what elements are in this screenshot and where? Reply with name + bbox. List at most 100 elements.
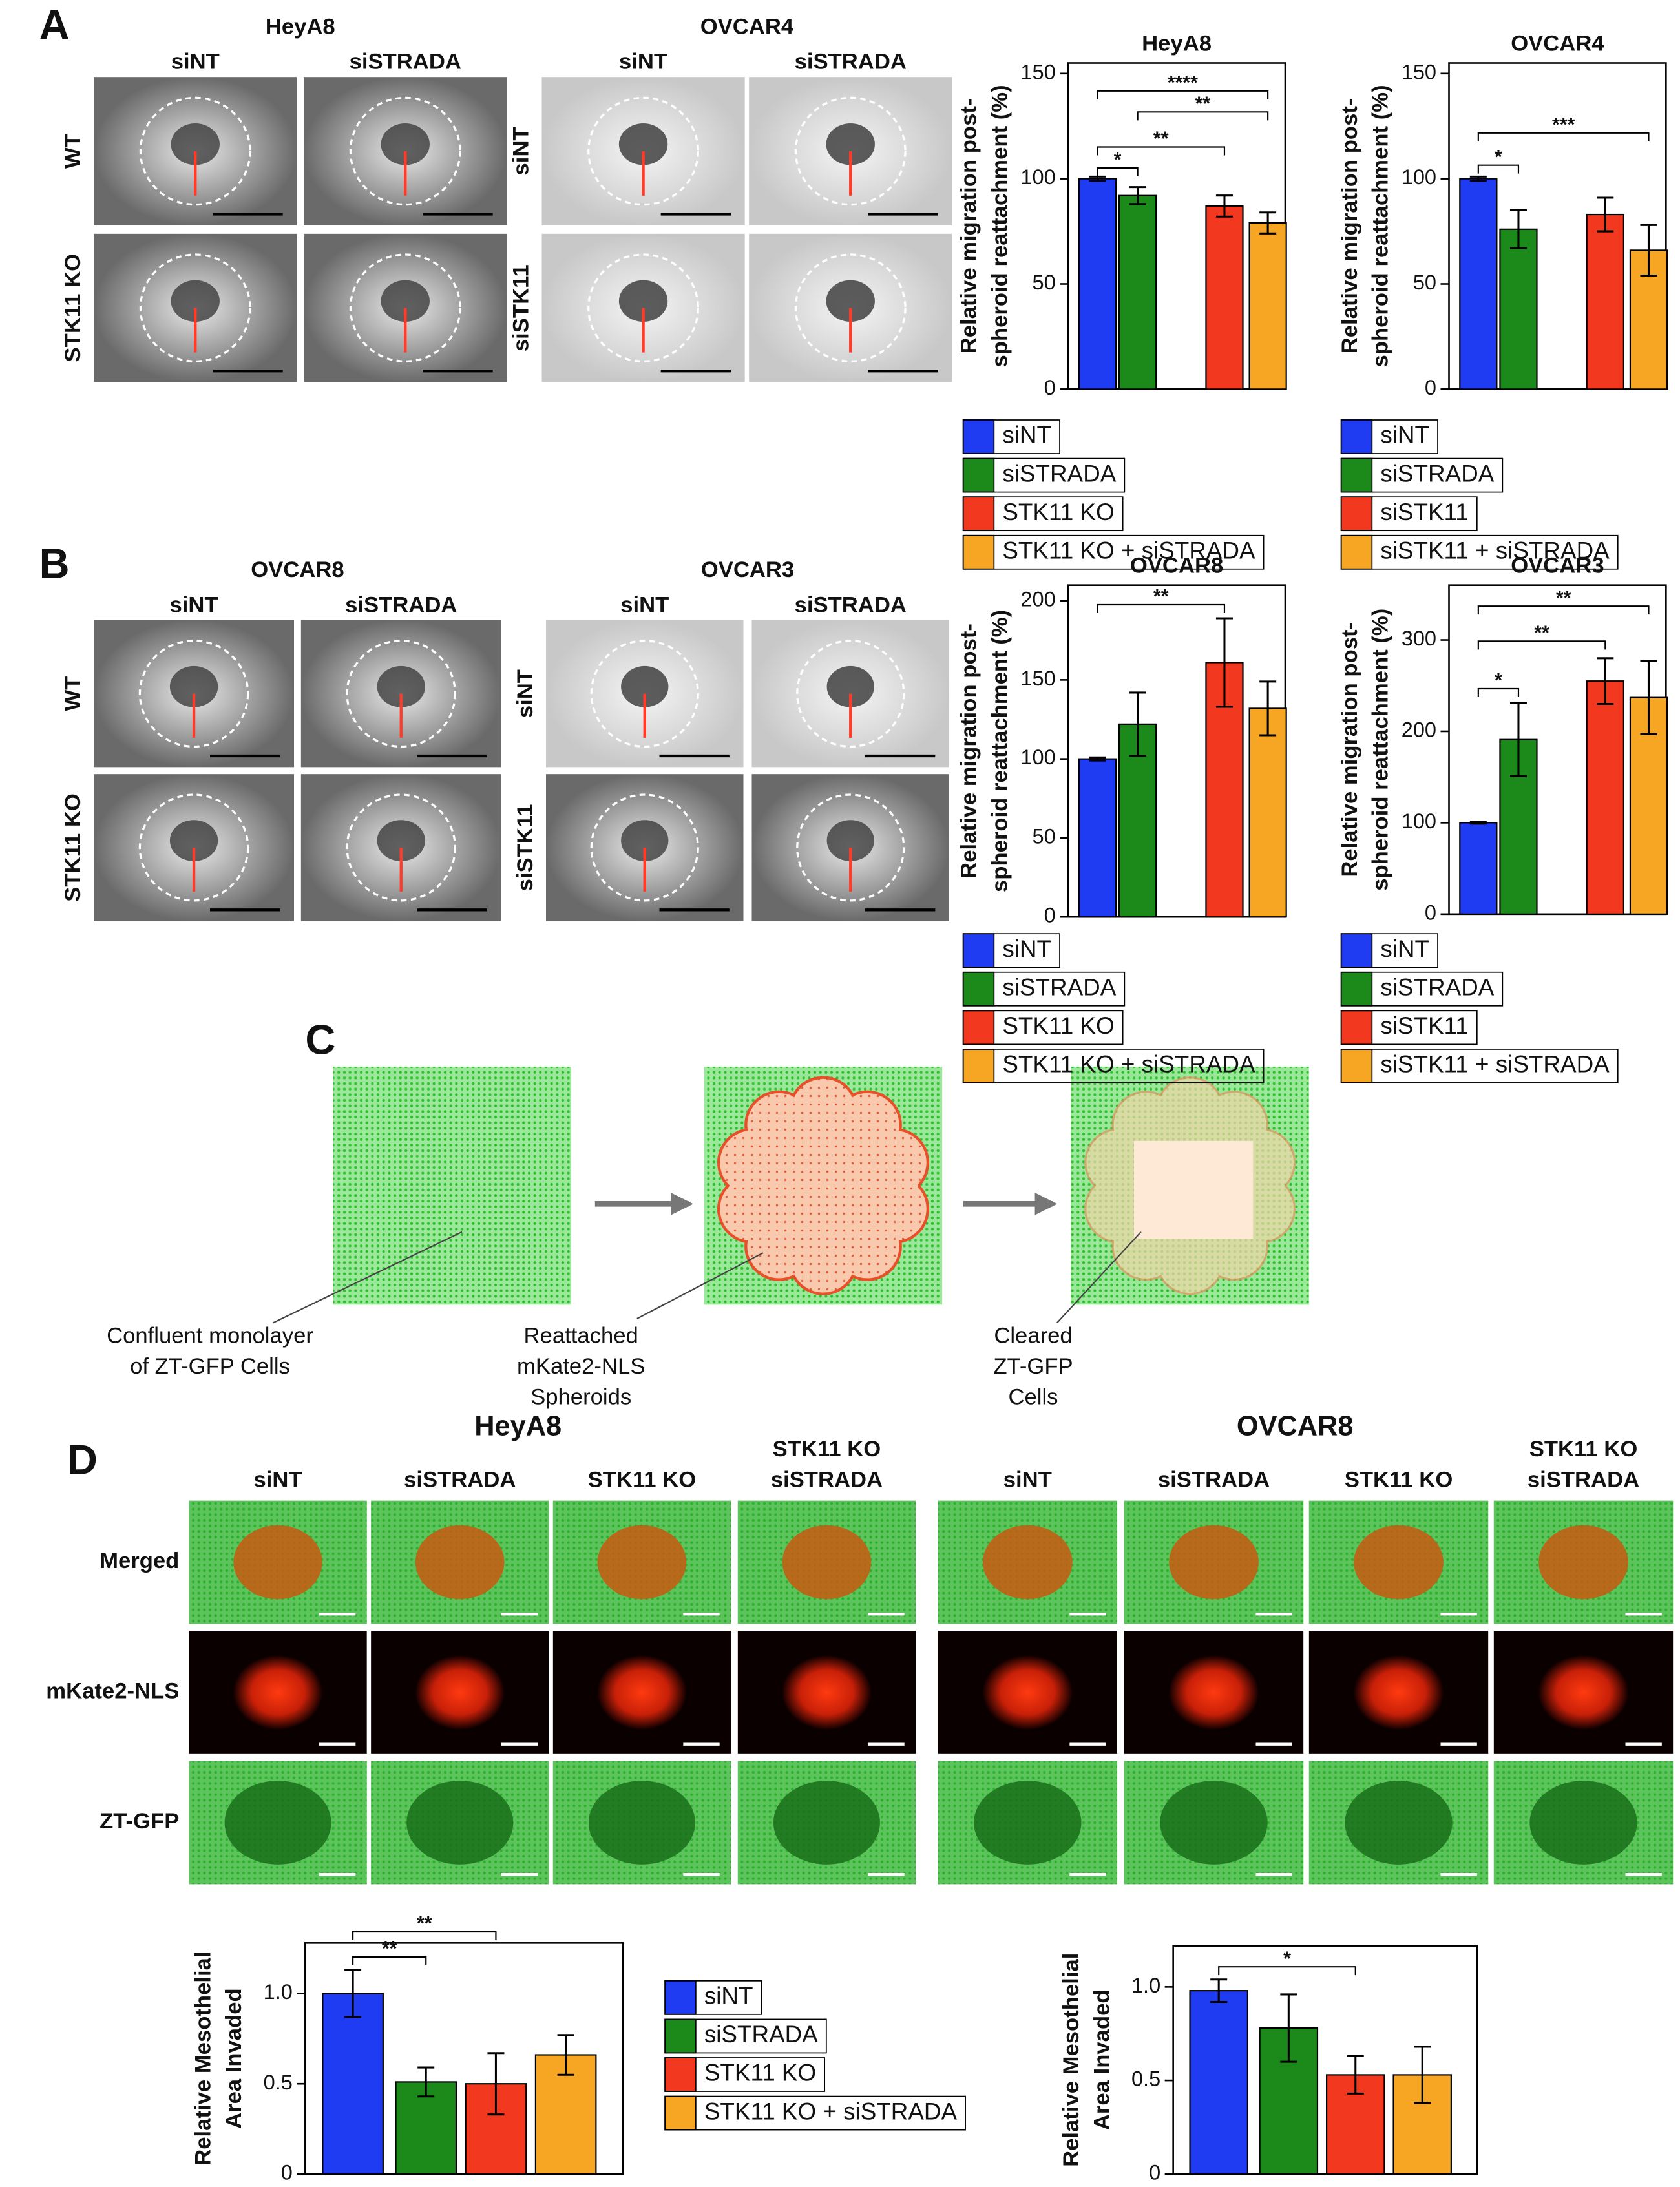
- legend-box: [1340, 971, 1504, 1007]
- y-tick-label: 50: [1413, 271, 1436, 294]
- column-label: siSTRADA: [345, 592, 457, 617]
- legend-box: [1340, 457, 1504, 493]
- y-tick-label: 200: [1020, 588, 1055, 611]
- micrograph: [94, 233, 297, 382]
- micrograph: [371, 1631, 549, 1754]
- micrograph: [1493, 1500, 1674, 1624]
- error-bar: [344, 1969, 362, 2018]
- cleared-area: [773, 1781, 880, 1865]
- y-tick-label: 150: [1020, 60, 1055, 83]
- y-tick-label: 1.0: [1131, 1974, 1160, 1997]
- leader-line: [273, 1231, 463, 1324]
- legend-text: siSTRADA: [704, 2021, 818, 2047]
- legend-text: STK11 KO: [1002, 1012, 1114, 1039]
- row-label: siSTK11: [513, 804, 538, 891]
- error-bar: [1129, 691, 1146, 757]
- bar: [1586, 213, 1624, 390]
- leader-line: [636, 1252, 764, 1319]
- spheroid: [826, 280, 875, 322]
- migration-outline: [346, 793, 457, 902]
- caption: Cells: [1008, 1385, 1058, 1410]
- micrograph: [552, 1500, 731, 1624]
- micrograph: [546, 620, 744, 768]
- error-bar: [1597, 196, 1614, 233]
- micrograph: [189, 1500, 367, 1624]
- group-title: OVCAR8: [1237, 1410, 1354, 1441]
- legend-text: siNT: [1380, 422, 1429, 448]
- spheroid: [1169, 1525, 1259, 1600]
- error-bar: [1509, 702, 1527, 777]
- spheroid: [1169, 1655, 1259, 1730]
- y-tick-label: 0: [281, 2161, 293, 2184]
- significance-bracket: [1477, 164, 1520, 174]
- spheroid: [169, 665, 218, 707]
- legend-box: [962, 1049, 1265, 1083]
- spheroid: [171, 280, 220, 322]
- bar: [1248, 707, 1287, 918]
- spheroid: [597, 1525, 687, 1600]
- spheroid: [415, 1655, 505, 1730]
- error-bar: [1215, 617, 1233, 708]
- group-title: HeyA8: [266, 14, 335, 39]
- significance-label: **: [417, 1913, 432, 1934]
- micrograph: [938, 1631, 1117, 1754]
- row-label: STK11 KO: [61, 254, 85, 362]
- migration-outline: [590, 793, 699, 902]
- micrograph: [737, 1631, 916, 1754]
- bar: [1459, 822, 1498, 915]
- legend-box: [664, 2095, 966, 2131]
- legend-text: siNT: [704, 1983, 753, 2009]
- legend-box: [664, 2057, 826, 2092]
- legend-swatch: [664, 1980, 697, 2015]
- legend-swatch: [1340, 457, 1373, 493]
- micrograph: [737, 1761, 916, 1885]
- group-title: OVCAR3: [701, 558, 794, 582]
- spheroid: [377, 665, 425, 707]
- error-bar: [1509, 209, 1527, 249]
- row-label: siNT: [509, 127, 533, 175]
- legend-text: siNT: [1380, 936, 1429, 962]
- bar: [1205, 662, 1244, 918]
- significance-label: *: [1495, 670, 1502, 691]
- legend-swatch: [962, 496, 995, 532]
- column-label: siNT: [170, 592, 218, 617]
- cleared-area: [588, 1781, 695, 1865]
- group-title: OVCAR8: [251, 558, 344, 582]
- legend-text: STK11 KO: [704, 2060, 816, 2086]
- legend-swatch: [962, 534, 995, 570]
- micrograph: [189, 1631, 367, 1754]
- column-label: siNT: [619, 50, 667, 74]
- spheroid: [1354, 1655, 1444, 1730]
- spheroid: [233, 1525, 322, 1600]
- bar: [1459, 178, 1498, 390]
- panel-label: B: [39, 540, 70, 587]
- y-tick-label: 0.5: [1131, 2067, 1160, 2091]
- spheroid: [233, 1655, 322, 1730]
- migration-outline: [590, 640, 699, 748]
- micrograph: [1124, 1761, 1304, 1885]
- row-label: mKate2-NLS: [46, 1679, 179, 1704]
- caption: Spheroids: [530, 1385, 631, 1410]
- error-bar: [417, 2066, 435, 2098]
- legend-swatch: [1340, 1049, 1373, 1083]
- y-tick-label: 0: [1425, 376, 1436, 399]
- y-axis-label: Relative migration post-: [957, 623, 982, 879]
- caption: of ZT-GFP Cells: [130, 1354, 290, 1379]
- cleared-area: [224, 1781, 331, 1865]
- spheroid: [826, 820, 874, 861]
- error-bar: [1597, 657, 1614, 706]
- cleared-area: [1160, 1781, 1268, 1865]
- micrograph: [1124, 1500, 1304, 1624]
- legend-text: STK11 KO + siSTRADA: [704, 2098, 958, 2124]
- spheroid: [381, 280, 430, 322]
- spheroid: [826, 123, 875, 165]
- y-tick-label: 1.0: [264, 1980, 293, 2004]
- column-label: STK11 KO: [588, 1467, 697, 1492]
- micrograph: [94, 77, 297, 225]
- legend-box: [1340, 419, 1438, 454]
- legend-text: siSTRADA: [1002, 974, 1116, 1000]
- chart-title: HeyA8: [1142, 31, 1212, 56]
- bar: [1248, 222, 1287, 390]
